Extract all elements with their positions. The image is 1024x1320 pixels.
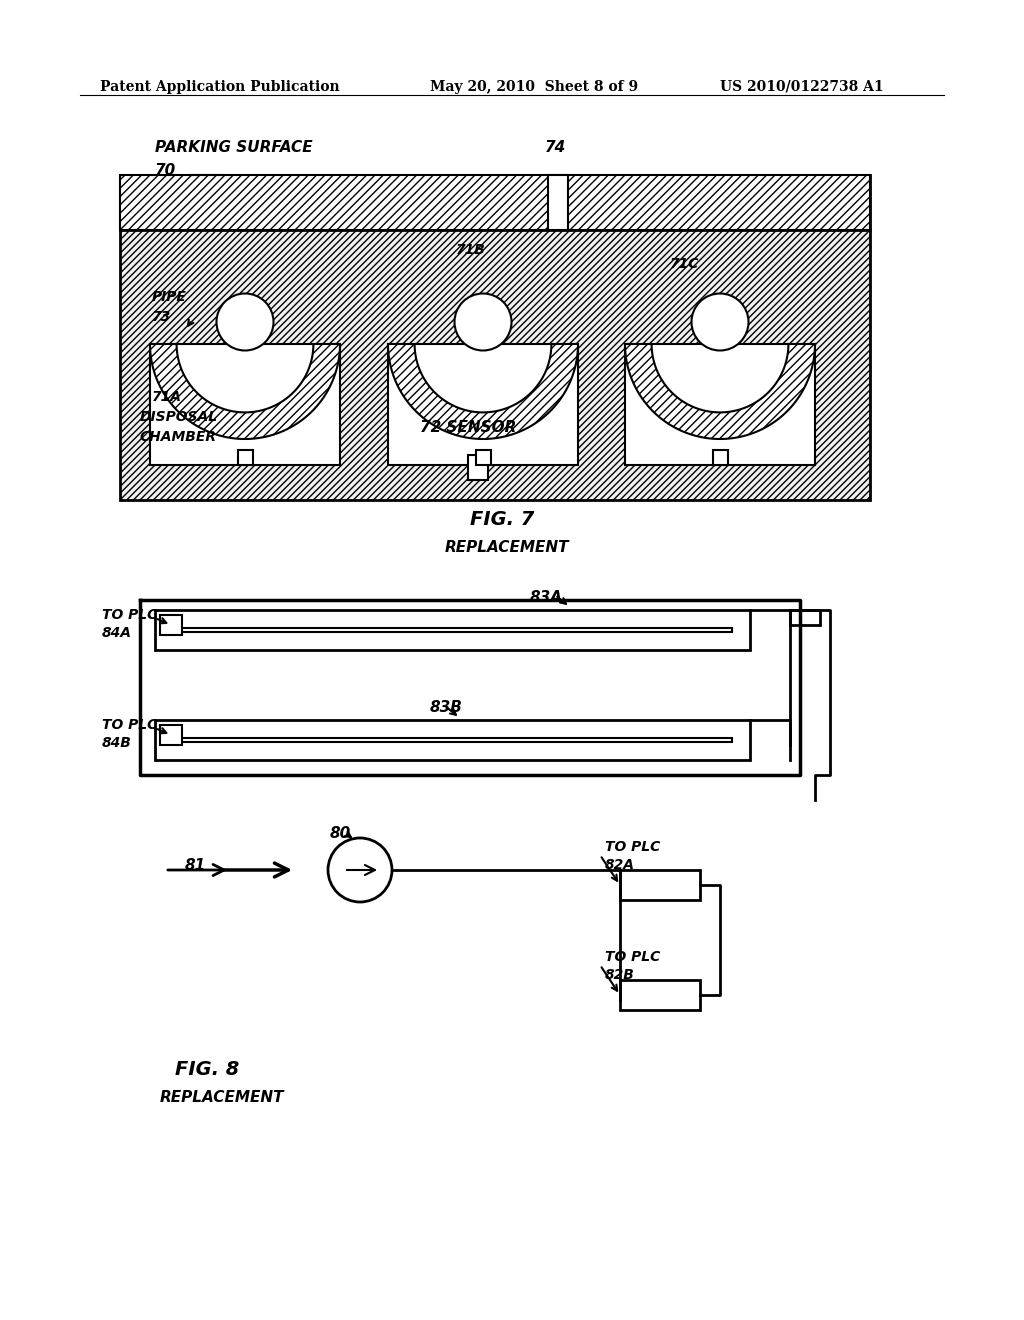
Polygon shape (120, 176, 870, 230)
Text: 72 SENSOR: 72 SENSOR (420, 420, 516, 436)
Circle shape (455, 293, 512, 351)
Polygon shape (238, 450, 253, 465)
Bar (155, 610, 750, 649)
Polygon shape (475, 450, 490, 465)
Text: 82B: 82B (605, 968, 635, 982)
Polygon shape (468, 455, 488, 480)
Polygon shape (625, 345, 815, 440)
Text: TO PLC: TO PLC (102, 609, 158, 622)
Polygon shape (548, 176, 568, 230)
Polygon shape (388, 345, 578, 465)
Bar (620, 870, 700, 900)
Text: CHAMBER: CHAMBER (140, 430, 217, 444)
Bar (173, 628, 732, 632)
Text: 84B: 84B (102, 737, 132, 750)
Polygon shape (120, 230, 870, 500)
Text: Patent Application Publication: Patent Application Publication (100, 81, 340, 94)
Text: PIPE: PIPE (152, 290, 186, 304)
Text: PARKING SURFACE: PARKING SURFACE (155, 140, 312, 154)
Text: TO PLC: TO PLC (605, 950, 660, 964)
Text: FIG. 7: FIG. 7 (470, 510, 535, 529)
Text: 83B: 83B (430, 700, 463, 715)
Bar (155, 719, 750, 760)
Circle shape (691, 293, 749, 351)
Text: 82A: 82A (605, 858, 635, 873)
Polygon shape (713, 450, 727, 465)
Circle shape (216, 293, 273, 351)
Polygon shape (625, 345, 815, 465)
Circle shape (328, 838, 392, 902)
Text: 71B: 71B (456, 243, 485, 257)
Text: TO PLC: TO PLC (605, 840, 660, 854)
Text: 71A: 71A (152, 389, 182, 404)
Text: 73: 73 (152, 310, 171, 323)
Bar (160, 725, 182, 744)
Text: FIG. 8: FIG. 8 (175, 1060, 240, 1078)
Bar (790, 610, 820, 624)
Text: REPLACEMENT: REPLACEMENT (445, 540, 569, 554)
Bar (173, 738, 732, 742)
Text: 84A: 84A (102, 626, 132, 640)
Text: 74: 74 (545, 140, 566, 154)
Text: 80: 80 (330, 826, 351, 841)
Text: 81: 81 (185, 858, 206, 873)
Polygon shape (150, 345, 340, 465)
Text: DISPOSAL: DISPOSAL (140, 411, 218, 424)
Bar (620, 979, 700, 1010)
Text: 83A: 83A (530, 590, 563, 605)
Text: May 20, 2010  Sheet 8 of 9: May 20, 2010 Sheet 8 of 9 (430, 81, 638, 94)
Polygon shape (388, 345, 578, 440)
Text: US 2010/0122738 A1: US 2010/0122738 A1 (720, 81, 884, 94)
Text: 70: 70 (155, 162, 176, 178)
Polygon shape (150, 345, 340, 440)
Text: REPLACEMENT: REPLACEMENT (160, 1090, 285, 1105)
Bar (160, 615, 182, 635)
Text: TO PLC: TO PLC (102, 718, 158, 733)
Text: 71C: 71C (670, 257, 699, 271)
